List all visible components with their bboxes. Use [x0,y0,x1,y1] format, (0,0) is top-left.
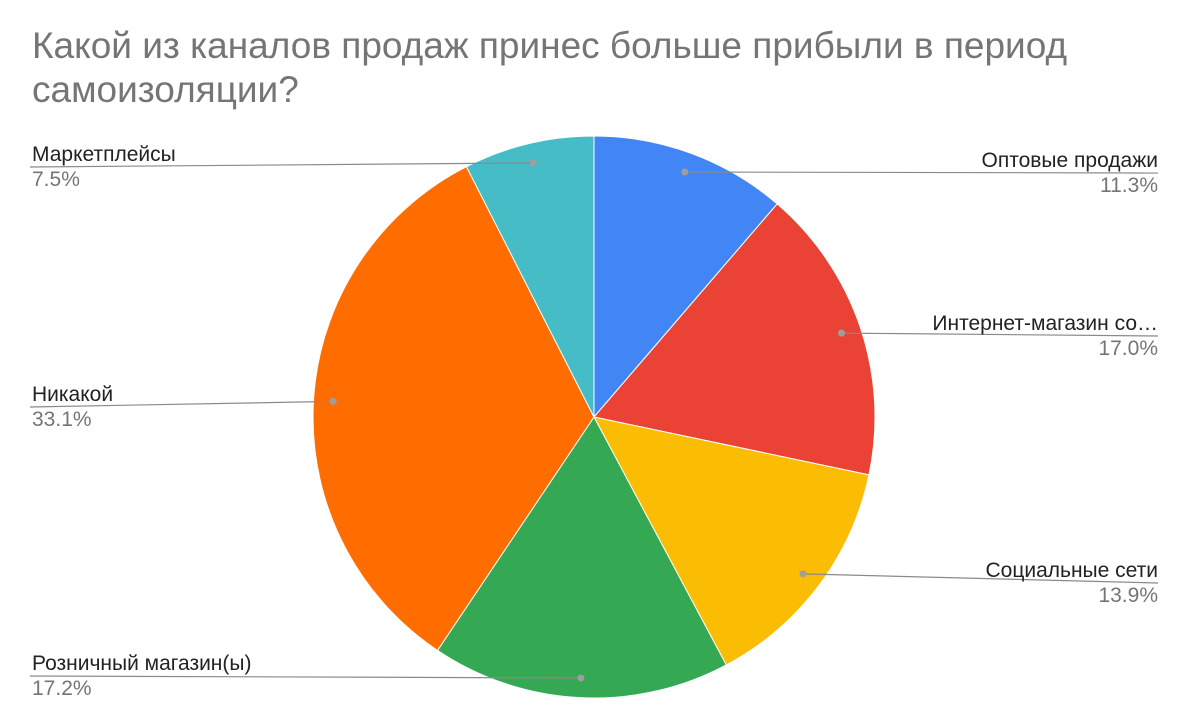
slice-social [593,416,870,666]
callout-line [29,675,581,679]
callout-line [802,573,1159,584]
slice-percent: 17.0% [1098,337,1158,360]
label-retail: Розничный магазин(ы)17.2% [29,652,585,700]
callout-line [29,162,534,168]
slice-marketplaces [465,135,595,418]
slice-percent: 17.2% [32,677,92,700]
callout-line [684,171,1159,174]
callout-dot [799,570,807,578]
callout-dot [577,674,585,682]
slice-percent: 11.3% [1100,174,1158,197]
slice-label: Оптовые продажи [981,149,1158,172]
slice-percent: 33.1% [32,408,92,431]
slice-none [312,165,595,652]
chart-title: Какой из каналов продаж принес больше пр… [32,25,1068,110]
callout-line [29,400,334,408]
slice-percent: 13.9% [1098,584,1158,607]
slice-retail [436,416,727,699]
label-internet-store: Интернет-магазин со…17.0% [838,312,1159,360]
slice-label: Социальные сети [985,559,1158,582]
slice-label: Розничный магазин(ы) [32,652,251,675]
slice-percent: 7.5% [32,168,80,191]
slice-wholesale [593,135,778,419]
callout-line [841,332,1159,337]
callout-dot [681,168,689,176]
callout-dot [529,159,537,167]
slice-label: Никакой [32,383,113,406]
slice-label: Маркетплейсы [32,143,176,166]
callout-dot [838,329,845,337]
slice-label: Интернет-магазин со… [932,312,1158,335]
slice-internet-store [593,203,876,476]
callout-dot [329,397,337,405]
